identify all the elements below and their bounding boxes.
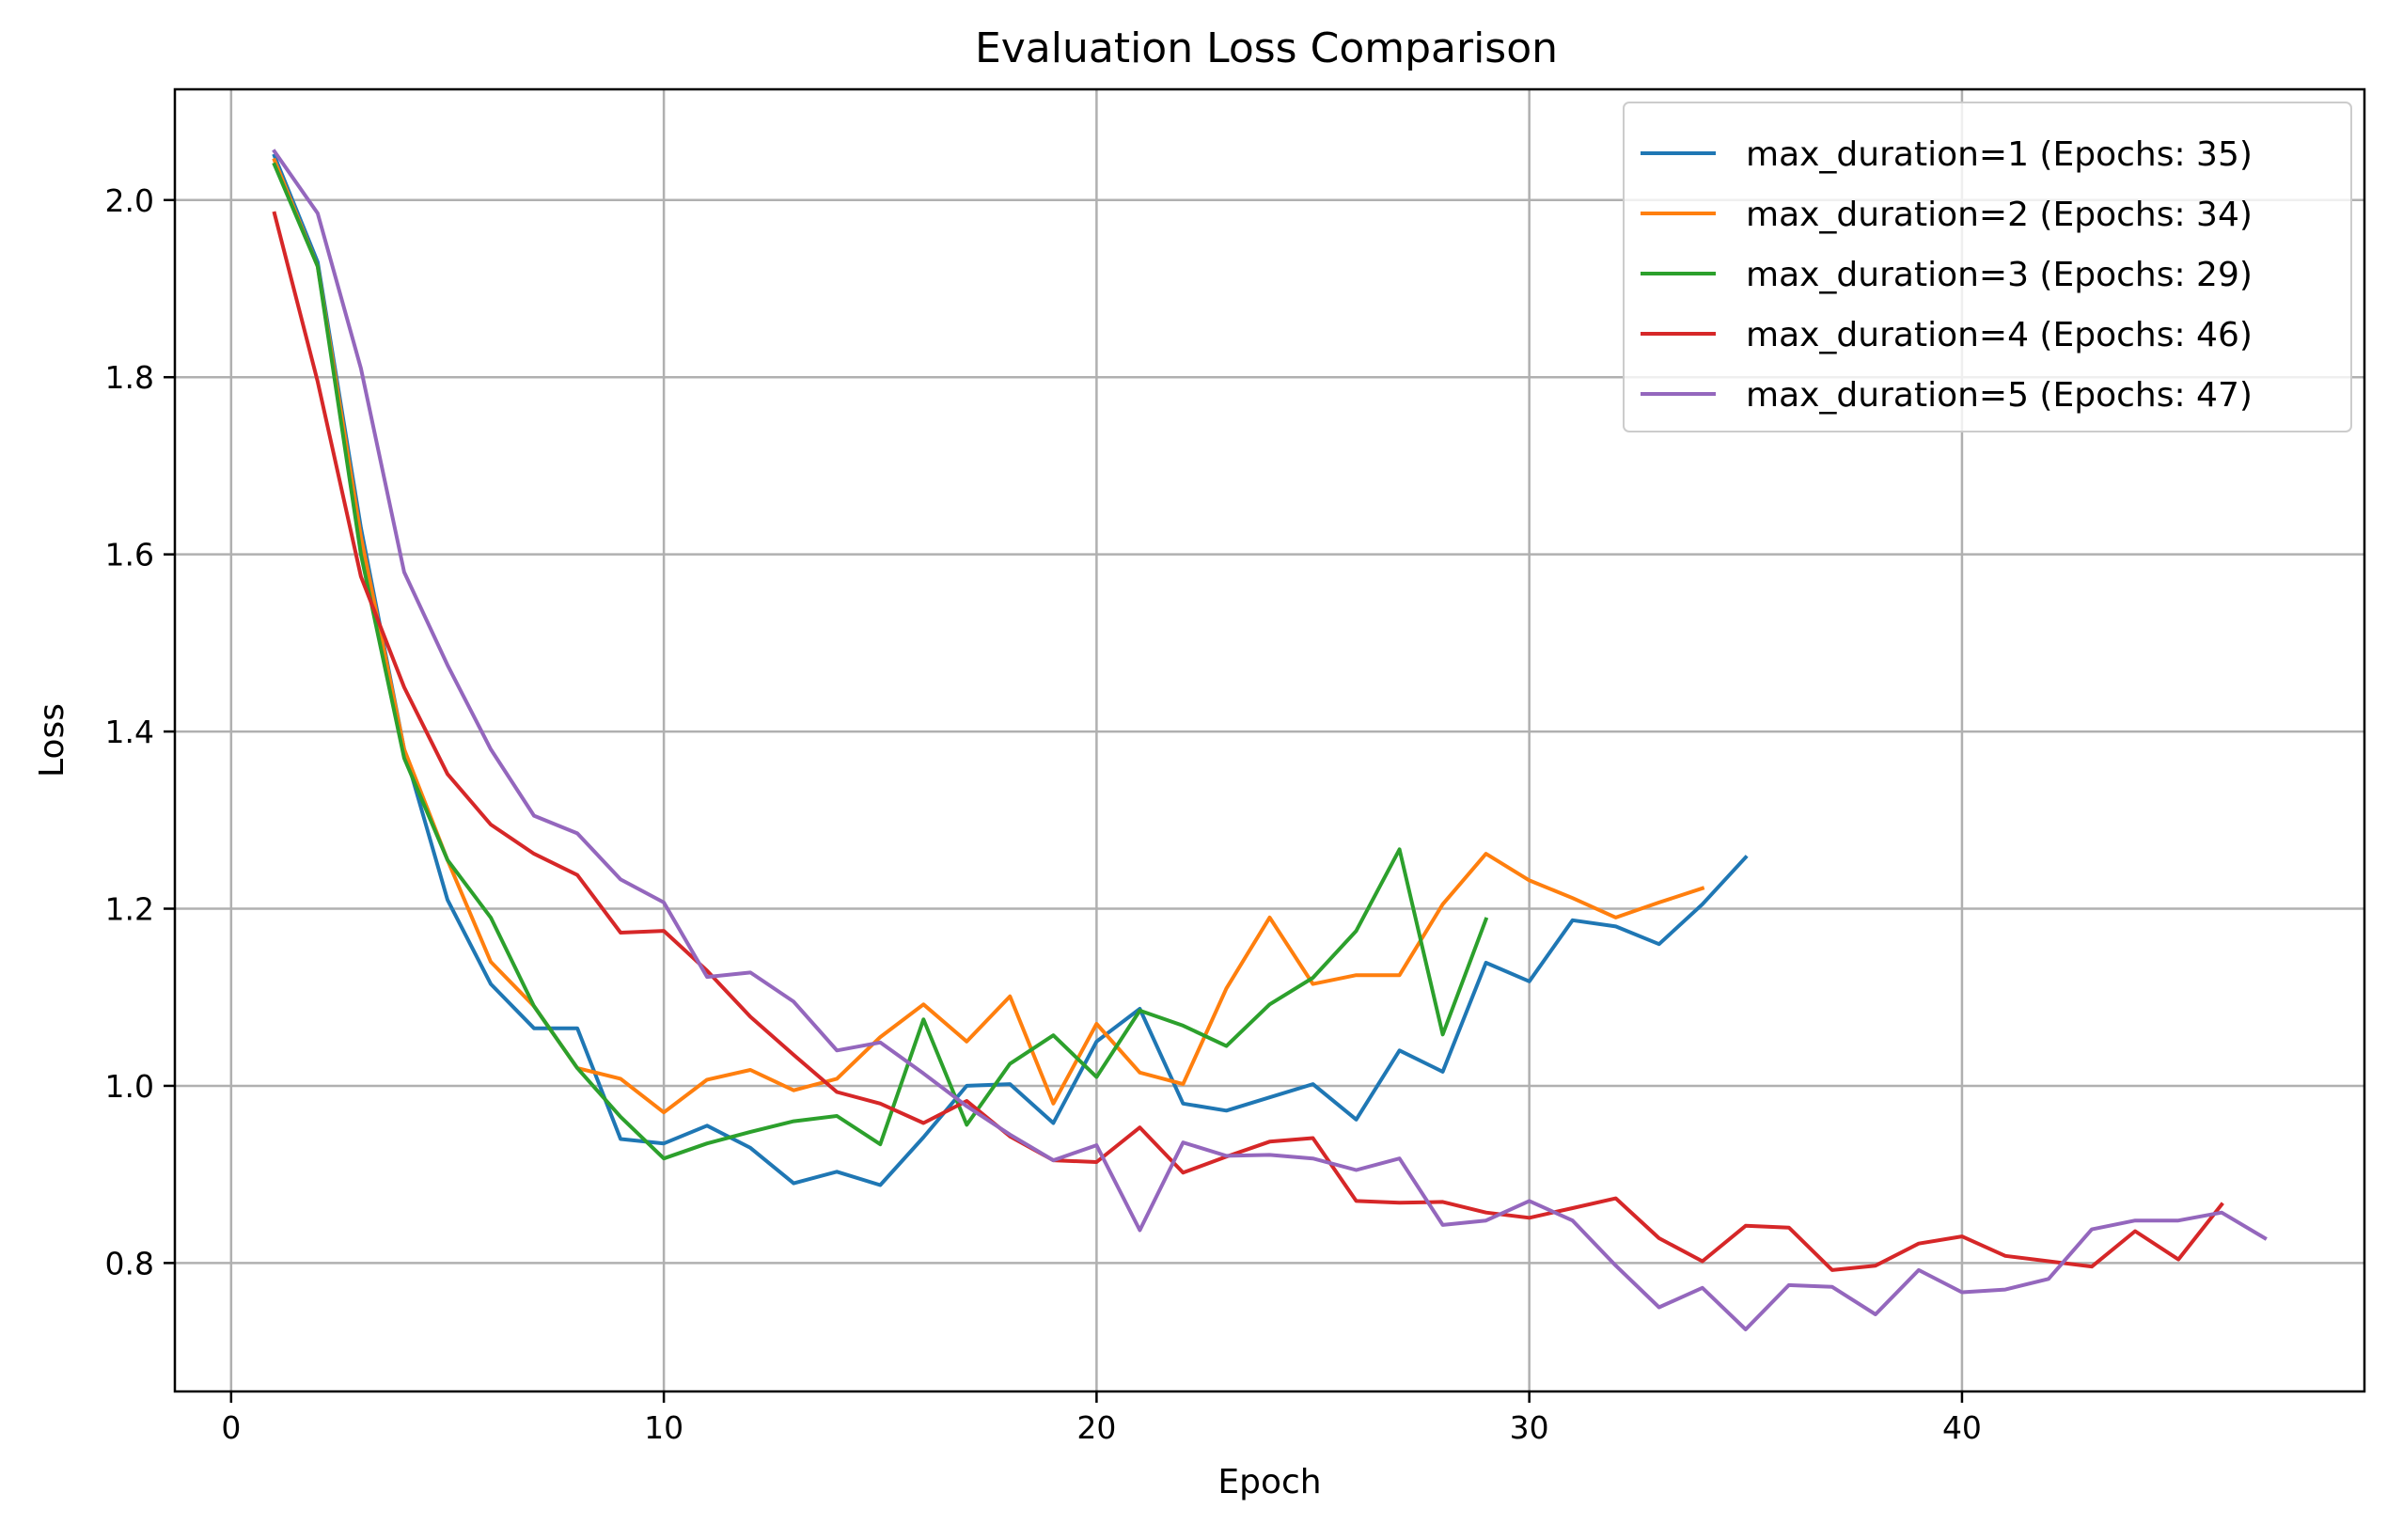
series-line-4 <box>272 211 2224 1272</box>
series-line-1 <box>272 153 1749 1187</box>
legend: max_duration=1 (Epochs: 35) max_duration=… <box>1623 102 2352 432</box>
y-tick-label: 2.0 <box>105 182 154 219</box>
x-tick-label: 30 <box>1510 1409 1549 1446</box>
y-tick-label: 0.8 <box>105 1245 154 1281</box>
plot-frame <box>173 87 2366 1393</box>
y-tick-label: 1.8 <box>105 359 154 396</box>
series-lines <box>272 149 2268 1331</box>
series-line-5 <box>272 149 2268 1331</box>
series-line-3 <box>272 162 1489 1161</box>
x-tick-label: 40 <box>1942 1409 1982 1446</box>
legend-entry: max_duration=2 (Epochs: 34) <box>1746 196 2253 234</box>
x-tick-label: 10 <box>644 1409 683 1446</box>
y-axis-label: Loss <box>33 703 71 778</box>
chart-title: Evaluation Loss Comparison <box>975 24 1558 72</box>
y-tick-label: 1.2 <box>105 891 154 928</box>
legend-entry: max_duration=4 (Epochs: 46) <box>1746 316 2253 354</box>
y-axis-ticks: 0.8 1.0 1.2 1.4 1.6 1.8 2.0 <box>105 182 175 1281</box>
series-line-2 <box>272 157 1705 1115</box>
x-axis-ticks: 0 10 20 30 40 <box>221 1391 1982 1446</box>
x-axis-label: Epoch <box>1217 1463 1321 1501</box>
legend-entry: max_duration=5 (Epochs: 47) <box>1746 376 2253 415</box>
legend-entry: max_duration=1 (Epochs: 35) <box>1746 135 2253 174</box>
x-tick-label: 20 <box>1076 1409 1116 1446</box>
y-tick-label: 1.0 <box>105 1068 154 1105</box>
y-tick-label: 1.6 <box>105 537 154 574</box>
y-tick-label: 1.4 <box>105 714 154 750</box>
x-tick-label: 0 <box>221 1409 241 1446</box>
legend-box <box>1623 102 2352 432</box>
legend-entry: max_duration=3 (Epochs: 29) <box>1746 256 2253 294</box>
